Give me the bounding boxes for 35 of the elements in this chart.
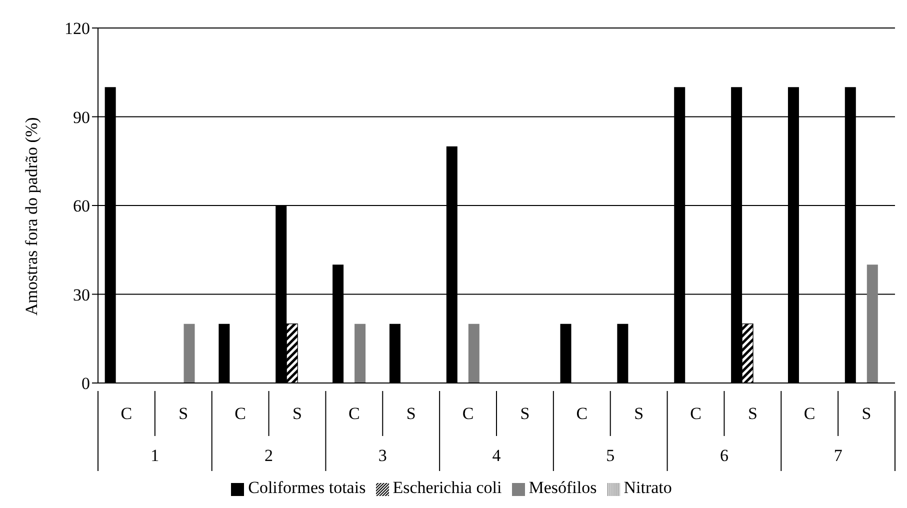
y-tick-label: 120 [64,19,90,38]
y-tick-label: 90 [73,108,90,127]
text: 4 [492,446,502,465]
y-tick-label: 0 [82,374,90,394]
x-tick-label: S [634,404,644,423]
x-tick-label: C [462,404,474,423]
x-tick-label: C [234,404,246,423]
x-tick-label: C [348,404,360,423]
x-tick-label: S [406,404,416,423]
x-tick-label: C [120,404,132,423]
legend-label: Coliformes totais [248,478,366,497]
bar [866,264,878,383]
text: 6 [720,446,728,465]
x-tick-label: S [520,404,530,423]
bar [184,324,195,383]
bar [468,324,480,383]
legend-label: Nitrato [624,478,672,497]
legend-label: Escherichia coli [392,478,502,497]
text: 3 [378,446,387,465]
y-tick-label: 30 [73,285,90,304]
text: 5 [606,446,615,465]
x-tick-label: C [690,404,702,423]
y-axis-title: Amostras fora do padrão (%) [22,117,42,316]
x-tick-label: C [804,404,816,423]
x-tick-label: C [576,404,588,423]
text: 2 [264,446,274,465]
y-tick-label: 60 [73,196,90,216]
x-tick-label: S [292,404,302,423]
x-tick-label: S [178,404,188,423]
legend-label: Mesófilos [528,478,597,497]
x-tick-label: S [862,404,872,423]
text: 1 [150,446,160,465]
x-tick-label: S [748,404,758,423]
bar [354,324,366,383]
text: 7 [834,446,843,465]
